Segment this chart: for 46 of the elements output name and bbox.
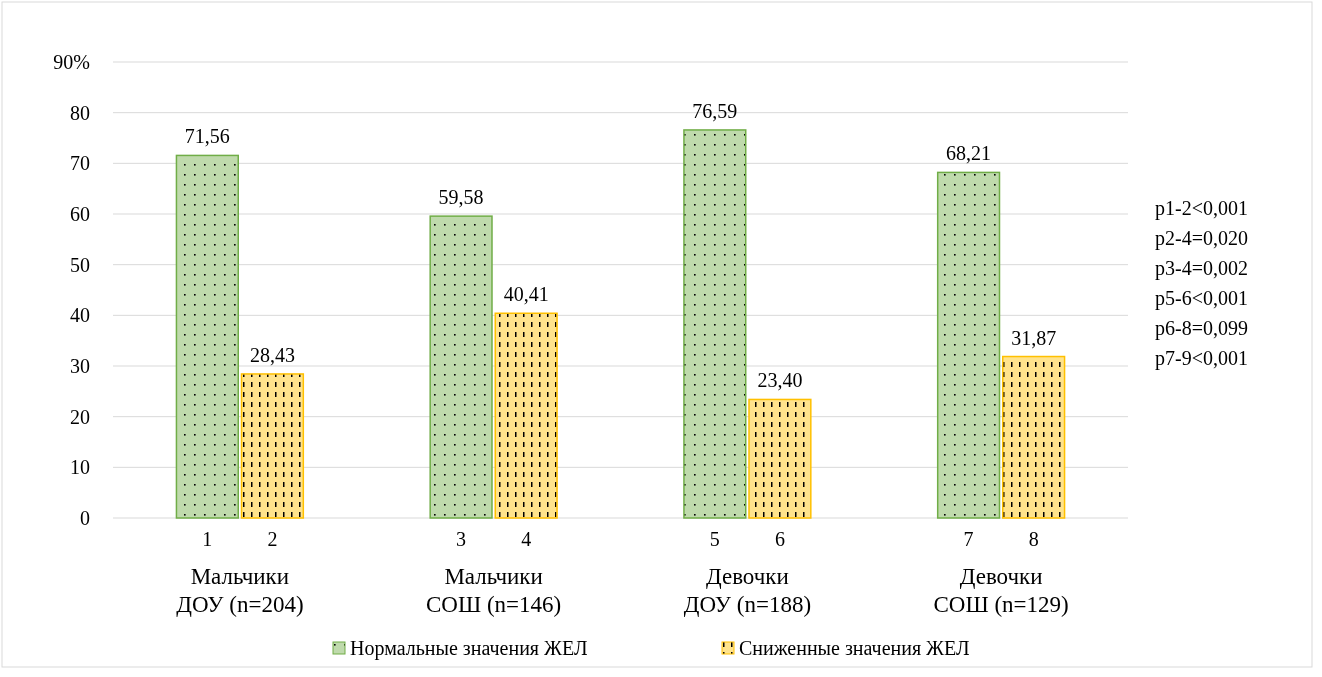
x-tick-label: Девочки ДОУ (n=188) xyxy=(683,564,812,617)
y-tick-label: 90% xyxy=(53,51,90,73)
annotation: 8 xyxy=(1028,528,1039,550)
bar xyxy=(175,154,239,519)
y-tick-label: 0 xyxy=(80,507,90,529)
y-tick-label: 30 xyxy=(70,355,90,377)
annotation: 1 xyxy=(202,528,213,550)
bar xyxy=(1002,355,1066,519)
annotation: 7 xyxy=(963,528,974,550)
data-label: 76,59 xyxy=(692,99,738,122)
x-tick-label: Мальчики СОШ (n=146) xyxy=(426,564,562,617)
annotation: 4 xyxy=(521,528,532,550)
text: p5-6<0,001 xyxy=(1155,287,1248,310)
x-tick-label: Мальчики ДОУ (n=204) xyxy=(176,564,304,617)
bar xyxy=(683,129,747,519)
annotation: 5 xyxy=(709,528,720,550)
data-label: 28,43 xyxy=(249,343,295,366)
y-tick-label: 50 xyxy=(70,253,90,276)
bar xyxy=(240,373,305,519)
data-label: 59,58 xyxy=(438,186,484,209)
annotation: 6 xyxy=(774,528,785,550)
x-tick-label: Девочки СОШ (n=129) xyxy=(933,564,1069,617)
y-tick-label: 20 xyxy=(70,405,90,428)
text: p6-8=0,099 xyxy=(1155,317,1248,340)
data-label: 23,40 xyxy=(757,369,803,392)
text: p3-4=0,002 xyxy=(1155,257,1248,280)
annotation: 2 xyxy=(267,528,278,550)
legend-label: Сниженные значения ЖЕЛ xyxy=(739,637,970,659)
data-label: 71,56 xyxy=(184,125,230,148)
bar xyxy=(494,312,558,519)
text: p1-2<0,001 xyxy=(1155,197,1248,220)
annotation: 3 xyxy=(456,528,467,550)
bar xyxy=(429,215,493,519)
text: p2-4=0,020 xyxy=(1155,227,1248,250)
y-tick-label: 70 xyxy=(70,152,90,175)
bar xyxy=(748,398,812,519)
y-tick-label: 60 xyxy=(70,203,90,225)
y-tick-label: 40 xyxy=(70,304,90,327)
data-label: 40,41 xyxy=(503,283,549,306)
data-label: 31,87 xyxy=(1011,326,1057,349)
y-tick-label: 80 xyxy=(70,101,90,124)
bar xyxy=(936,171,1001,519)
y-tick-label: 10 xyxy=(70,456,90,479)
legend-label: Нормальные значения ЖЕЛ xyxy=(350,637,588,660)
data-label: 68,21 xyxy=(946,142,992,165)
text: p7-9<0,001 xyxy=(1155,347,1248,370)
